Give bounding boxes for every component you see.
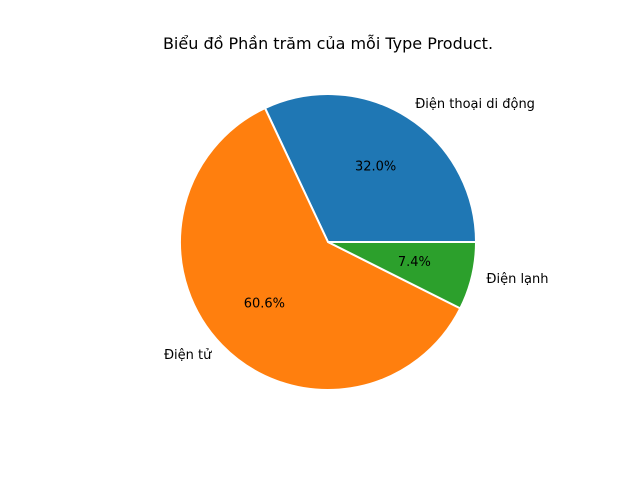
slice-label-dien-thoai-di-dong: Điện thoại di động (415, 97, 535, 112)
slice-label-dien-lanh: Điện lạnh (486, 272, 548, 287)
slice-percent-dien-lanh: 7.4% (398, 255, 431, 270)
slice-percent-dien-thoai-di-dong: 32.0% (355, 160, 396, 175)
pie-slice-dien-thoai-di-dong (263, 93, 477, 243)
pie-labels: Điện thoại di động 32.0% Điện tử 60.6% Điện … (164, 97, 549, 363)
pie-slice-dien-lanh (327, 241, 477, 310)
slice-percent-dien-tu: 60.6% (244, 297, 285, 312)
chart-title: Biểu đồ Phần trăm của mỗi Type Product. (163, 34, 493, 53)
pie-slice-dien-tu (179, 107, 462, 391)
slice-label-dien-tu: Điện tử (164, 348, 212, 363)
pie-slices (179, 93, 477, 391)
